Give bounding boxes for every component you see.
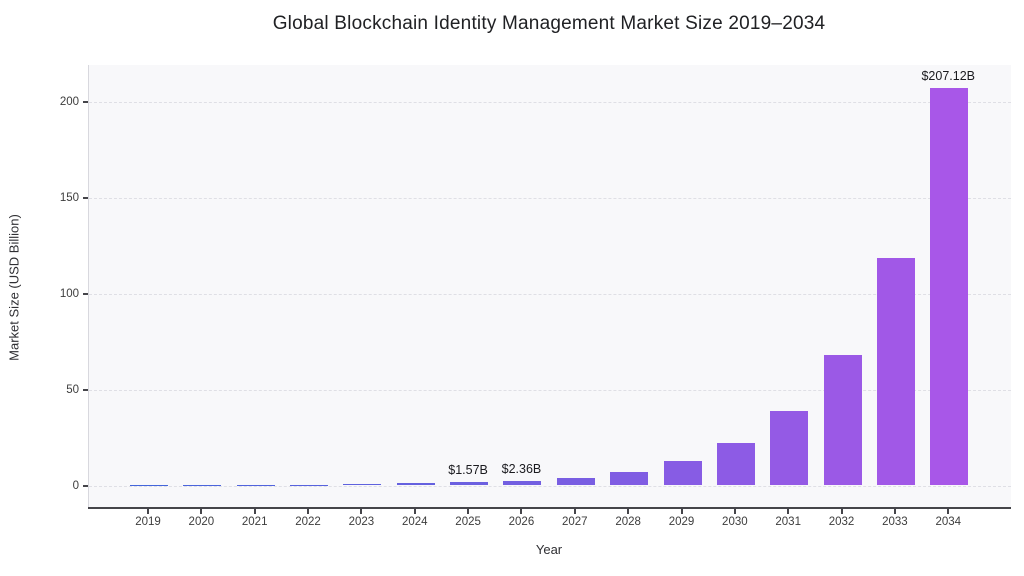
x-tick-mark-2030 xyxy=(733,509,736,514)
x-tick-label-2031: 2031 xyxy=(775,516,801,528)
y-tick-mark-50 xyxy=(83,388,88,391)
y-tick-mark-200 xyxy=(83,100,88,103)
x-tick-label-2032: 2032 xyxy=(828,516,855,528)
y-tick-mark-150 xyxy=(83,196,88,199)
bar-value-label-2025: $1.57B xyxy=(448,463,488,478)
x-tick-label-2020: 2020 xyxy=(188,516,215,528)
bar-2032 xyxy=(823,355,862,486)
bar-2033 xyxy=(876,258,915,486)
x-tick-mark-2028 xyxy=(627,509,630,514)
y-tick-label-100: 100 xyxy=(59,287,79,300)
x-tick-mark-2023 xyxy=(360,509,363,514)
bar-2030 xyxy=(716,443,755,486)
x-axis-line xyxy=(88,507,1011,509)
y-tick-label-50: 50 xyxy=(66,383,79,396)
gridline-150 xyxy=(89,197,1011,199)
x-tick-mark-2024 xyxy=(413,509,416,514)
x-tick-mark-2019 xyxy=(147,509,149,514)
bar-2027 xyxy=(556,477,595,486)
x-tick-label-2026: 2026 xyxy=(508,516,535,528)
x-tick-mark-2034 xyxy=(947,509,950,514)
x-tick-mark-2032 xyxy=(840,509,843,514)
x-tick-mark-2020 xyxy=(200,509,203,514)
x-tick-mark-2021 xyxy=(253,509,256,514)
bar-2031 xyxy=(770,411,809,486)
x-tick-label-2027: 2027 xyxy=(562,516,588,528)
bar-2020 xyxy=(183,485,222,487)
x-tick-label-2024: 2024 xyxy=(401,516,428,528)
x-tick-label-2021: 2021 xyxy=(241,516,268,528)
x-tick-label-2025: 2025 xyxy=(455,516,481,528)
x-tick-label-2033: 2033 xyxy=(882,516,908,528)
gridline-0 xyxy=(89,485,1011,487)
x-tick-label-2029: 2029 xyxy=(668,516,695,528)
bar-value-label-2026: $2.36B xyxy=(501,461,542,476)
bar-2021 xyxy=(236,484,275,486)
gridline-200 xyxy=(89,101,1011,103)
bar-2022 xyxy=(290,484,329,486)
x-tick-mark-2033 xyxy=(893,509,896,514)
gridline-100 xyxy=(89,293,1011,295)
x-tick-label-2030: 2030 xyxy=(722,516,748,528)
x-tick-label-2022: 2022 xyxy=(295,516,321,528)
y-tick-label-0: 0 xyxy=(72,479,79,492)
y-axis-title: Market Size (USD Billion) xyxy=(6,214,22,361)
x-tick-mark-2026 xyxy=(520,509,523,514)
bar-2023 xyxy=(343,484,382,486)
x-axis-title: Year xyxy=(535,542,563,557)
plot-area xyxy=(88,65,1011,508)
x-tick-mark-2025 xyxy=(467,509,470,514)
bar-2028 xyxy=(610,471,649,486)
bar-2029 xyxy=(663,461,702,486)
y-tick-label-150: 150 xyxy=(59,191,79,204)
y-tick-mark-100 xyxy=(83,292,88,295)
x-tick-label-2034: 2034 xyxy=(935,516,962,528)
x-tick-mark-2031 xyxy=(787,509,790,514)
bar-2026 xyxy=(503,480,542,486)
x-tick-mark-2027 xyxy=(573,509,576,514)
bar-2019 xyxy=(130,485,168,487)
bar-2024 xyxy=(396,483,435,486)
chart-title: Global Blockchain Identity Management Ma… xyxy=(272,13,826,34)
bar-2034 xyxy=(930,87,969,486)
bar-value-label-2034: $207.12B xyxy=(921,68,976,83)
x-tick-mark-2022 xyxy=(307,509,310,514)
x-tick-mark-2029 xyxy=(680,509,683,514)
y-tick-label-200: 200 xyxy=(59,95,79,108)
bar-2025 xyxy=(450,482,489,486)
y-tick-mark-0 xyxy=(83,484,88,487)
x-tick-label-2028: 2028 xyxy=(615,516,641,528)
gridline-50 xyxy=(89,389,1011,391)
x-tick-label-2019: 2019 xyxy=(135,516,161,528)
x-tick-label-2023: 2023 xyxy=(348,516,375,528)
